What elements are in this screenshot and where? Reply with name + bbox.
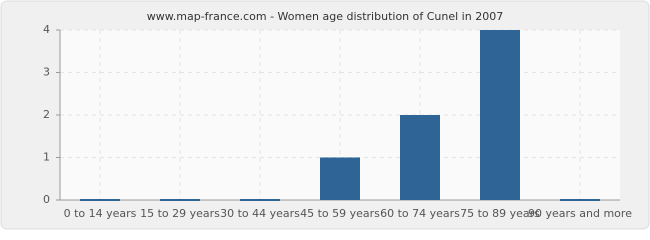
x-tick-label: 60 to 74 years [380,207,460,220]
chart-title: www.map-france.com - Women age distribut… [147,10,503,23]
x-tick-label: 30 to 44 years [220,207,300,220]
bar [560,199,600,201]
y-tick-label: 3 [43,66,50,79]
bar [400,115,440,200]
x-tick-label: 45 to 59 years [300,207,380,220]
y-tick-label: 4 [43,23,50,36]
y-tick-label: 0 [43,193,50,206]
y-tick-label: 1 [43,151,50,164]
x-tick-label: 15 to 29 years [140,207,220,220]
x-tick-label: 75 to 89 years [460,207,540,220]
bar [80,199,120,201]
page: {"chart_data": {"type": "bar", "title": … [0,0,650,230]
y-tick-label: 2 [43,108,50,121]
bar [320,157,360,200]
bar [160,199,200,201]
bar [480,30,520,200]
x-tick-label: 0 to 14 years [64,207,137,220]
x-tick-label: 90 years and more [528,207,632,220]
chart: www.map-france.com - Women age distribut… [0,0,650,230]
bar [240,199,280,201]
